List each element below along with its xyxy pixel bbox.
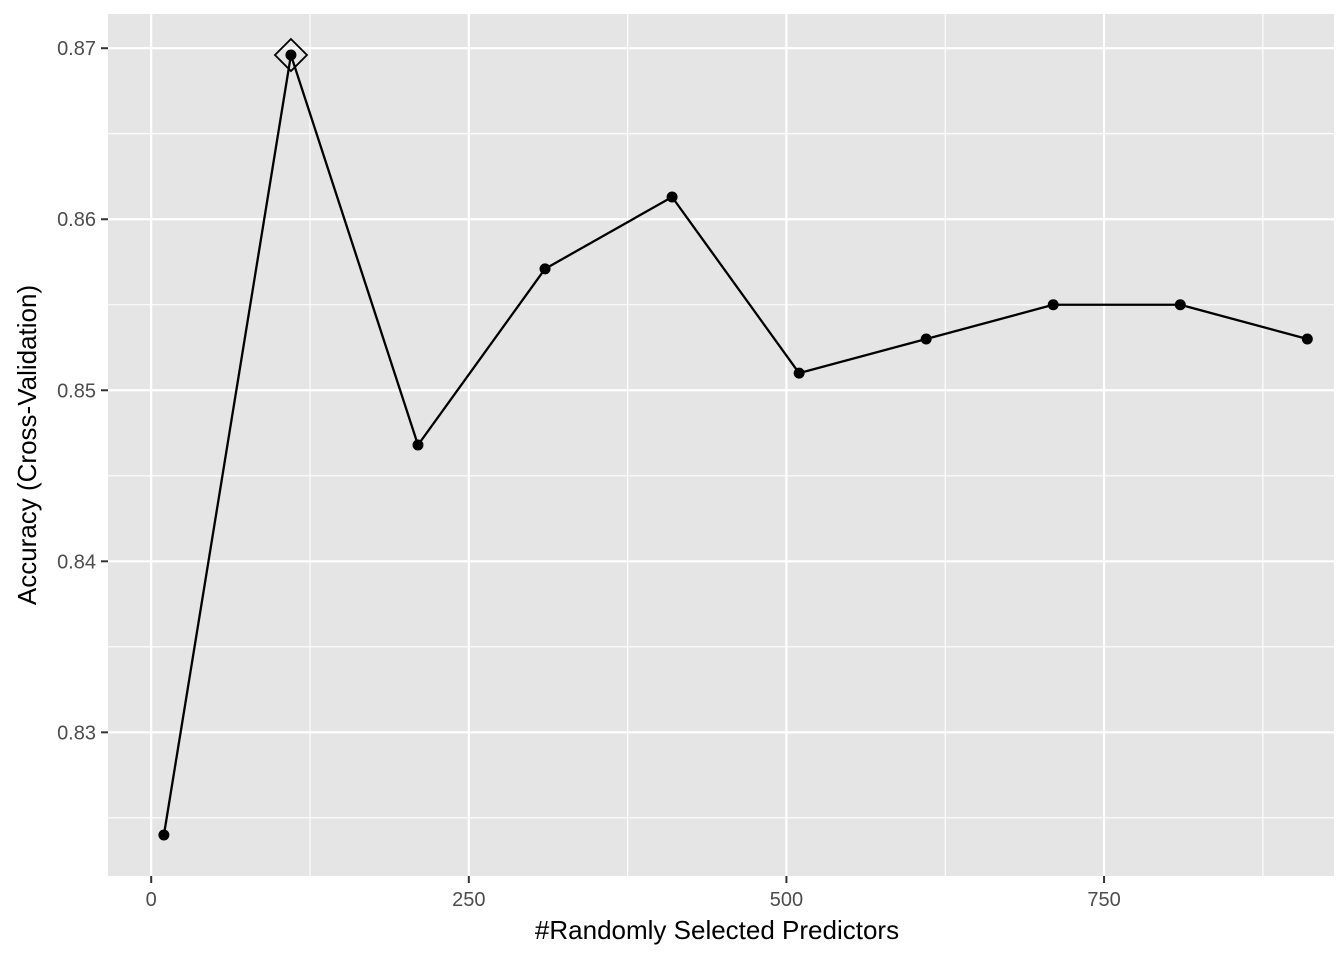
x-tick-label: 500 [770,889,803,911]
y-tick-label: 0.83 [57,722,96,744]
major-grid [108,14,1334,876]
x-tick-label: 0 [146,889,157,911]
data-point [666,191,678,203]
data-point [158,829,170,841]
data-point [1047,299,1059,311]
x-axis-title: #Randomly Selected Predictors [535,915,899,945]
axes: 0 250 500 750 0.83 0.84 0.85 0.86 0.87 [57,38,1121,911]
data-point [793,367,805,379]
data-point [1174,299,1186,311]
y-tick-label: 0.85 [57,380,96,402]
data-point [285,49,297,61]
y-tick-label: 0.84 [57,551,96,573]
x-tick-label: 250 [452,889,485,911]
y-tick-label: 0.86 [57,209,96,231]
data-series [158,37,1313,841]
data-point [412,439,424,451]
plot-panel [108,14,1334,876]
minor-grid [108,14,1334,876]
data-point [539,263,551,275]
data-point [920,333,932,345]
series-line [162,53,1308,836]
y-axis-title: Accuracy (Cross-Validation) [12,285,42,605]
y-tick-label: 0.87 [57,38,96,60]
best-point-diamond [273,37,309,73]
data-point [1301,333,1313,345]
x-tick-label: 750 [1087,889,1120,911]
